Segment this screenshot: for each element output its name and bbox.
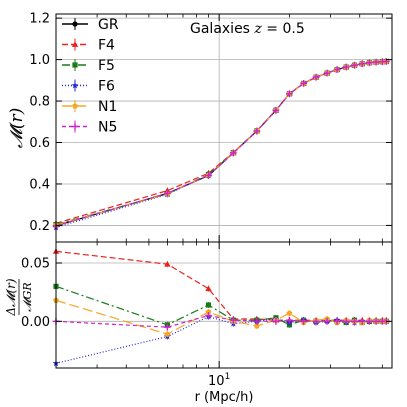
top-series-n5-point <box>300 80 308 87</box>
bottom-y-axis-label: Δ𝓜(r) 𝓜GR <box>4 278 34 317</box>
top-series-n5-point <box>358 60 366 68</box>
top-series-n5-point <box>351 61 358 69</box>
top-y-tick-label: 0.8 <box>29 95 50 110</box>
legend-marker <box>71 41 79 47</box>
legend-label: GR <box>98 17 119 33</box>
bottom-series-f4 <box>52 248 390 324</box>
bottom-y-tick-label: 0.05 <box>21 257 50 272</box>
top-series-n5-point <box>342 63 350 71</box>
top-series-n5-point <box>272 106 280 114</box>
bottom-series-n5-point <box>372 317 380 325</box>
bottom-series-n5-point <box>333 317 341 325</box>
bottom-series-n5-point <box>205 312 212 319</box>
bottom-series-f5-point <box>205 302 212 308</box>
bottom-panel: 0.00 0.05 101 Δ𝓜(r) 𝓜GR r (Mpc/h) <box>4 241 393 405</box>
top-y-axis-label: 𝓜(r) <box>7 108 27 148</box>
legend-item-n5: N5 <box>62 120 117 136</box>
bottom-series-f4-point <box>205 285 212 292</box>
bottom-grid <box>56 242 392 368</box>
bottom-series-n5-point <box>365 317 373 325</box>
legend-label: N5 <box>98 120 117 136</box>
bottom-series-n5-point <box>351 317 358 325</box>
legend-label: F5 <box>98 58 115 74</box>
legend-marker <box>71 81 79 89</box>
bottom-series-f4-line <box>55 250 387 321</box>
bottom-ticks: 0.00 0.05 101 <box>21 242 392 389</box>
top-series-n5-point <box>365 59 373 67</box>
legend-item-f5: F5 <box>62 58 115 74</box>
bottom-series-n5-point <box>342 317 350 325</box>
bottom-series-n5-point <box>323 317 331 325</box>
legend-marker <box>72 21 78 27</box>
legend-label: F4 <box>98 38 115 54</box>
bottom-series-n5-point <box>163 323 171 331</box>
top-y-tick-label: 0.2 <box>29 219 50 234</box>
bottom-series-n1-point <box>286 310 293 316</box>
legend: GR F4 F5 F6 N1 N5 <box>62 17 119 136</box>
top-series-n5-point <box>312 73 320 81</box>
bottom-series-n5-point <box>272 317 280 325</box>
bottom-ylabel-denominator: 𝓜GR <box>21 282 34 311</box>
bottom-series-n1-point <box>253 322 260 329</box>
top-y-tick-label: 0.4 <box>29 177 50 192</box>
panel-annotation: Galaxies z = 0.5 <box>190 21 305 37</box>
top-series-n5-point <box>163 189 171 197</box>
x-tick-label-10: 101 <box>208 372 230 389</box>
top-series-n5-point <box>286 90 293 98</box>
top-y-tick-label: 0.6 <box>29 136 50 151</box>
x-axis-label: r (Mpc/h) <box>195 390 254 405</box>
bottom-series <box>52 248 390 367</box>
legend-item-f6: F6 <box>62 79 115 95</box>
legend-item-gr: GR <box>62 17 119 33</box>
legend-marker <box>71 123 79 130</box>
top-series-n5-point <box>253 127 261 135</box>
legend-item-n1: N1 <box>62 99 117 115</box>
top-series-n5-point <box>229 149 237 157</box>
top-series <box>52 57 390 231</box>
bottom-series-n5-point <box>253 317 261 325</box>
top-series-n5-point <box>372 58 380 66</box>
bottom-series-n5-point <box>286 316 293 324</box>
top-y-tick-label: 1.2 <box>29 12 50 27</box>
legend-marker <box>72 62 78 68</box>
bottom-series-n1-point <box>164 331 171 337</box>
bottom-series-n1-point <box>205 308 212 315</box>
top-panel: 0.2 0.4 0.6 0.8 1.0 1.2 Galaxies z = 0.5 𝓜(r)… <box>7 12 393 243</box>
bottom-series-n5 <box>52 312 390 331</box>
top-ticks: 0.2 0.4 0.6 0.8 1.0 1.2 <box>29 12 392 242</box>
bottom-ylabel-numerator: Δ𝓜(r) <box>4 278 18 317</box>
legend-label: F6 <box>98 79 115 95</box>
top-series-n5-point <box>323 69 331 77</box>
bottom-series-n5-point <box>300 317 308 325</box>
bottom-series-n5-point <box>358 317 366 325</box>
bottom-series-n5-point <box>229 316 237 324</box>
bottom-series-n5-point <box>312 317 320 325</box>
top-y-tick-label: 1.0 <box>29 53 50 68</box>
top-series-n1-line <box>55 60 387 226</box>
legend-marker <box>72 102 78 109</box>
legend-label: N1 <box>98 99 117 115</box>
bottom-plot-frame <box>55 241 393 369</box>
bottom-series-f4-point <box>164 260 171 267</box>
legend-item-f4: F4 <box>62 38 115 54</box>
top-series-n5-point <box>205 172 212 179</box>
top-grid <box>56 14 392 242</box>
top-series-n5 <box>52 58 390 230</box>
bottom-y-tick-label: 0.00 <box>21 315 50 330</box>
top-series-n5-point <box>333 66 341 73</box>
